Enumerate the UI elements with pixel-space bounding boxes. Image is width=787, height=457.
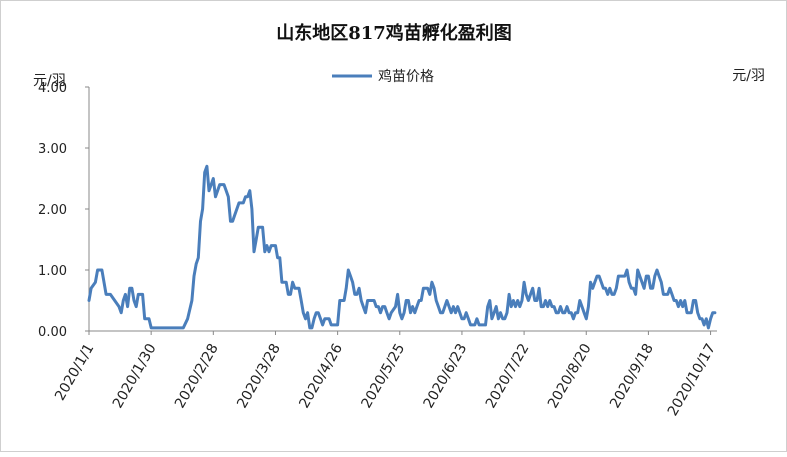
x-tick-label: 2020/10/17 — [665, 341, 719, 419]
y-tick-label: 4.00 — [38, 81, 67, 96]
legend-label: 鸡苗价格 — [378, 68, 434, 85]
y-axis-unit-right: 元/羽 — [732, 68, 765, 84]
y-tick-label: 2.00 — [38, 203, 67, 218]
x-tick-label: 2020/1/1 — [52, 341, 97, 403]
chart-title: 山东地区817鸡苗孵化盈利图 — [276, 22, 512, 44]
x-tick-label: 2020/5/25 — [358, 341, 408, 411]
y-tick-label: 3.00 — [38, 142, 67, 157]
x-tick-label: 2020/3/28 — [234, 341, 284, 411]
x-tick-label: 2020/7/22 — [483, 341, 533, 411]
x-tick-label: 2020/1/30 — [110, 341, 160, 411]
series-line-chick-price — [87, 164, 717, 330]
x-tick-label: 2020/9/18 — [607, 341, 657, 411]
x-tick-label: 2020/8/20 — [545, 341, 595, 411]
y-tick-label: 0.00 — [38, 325, 67, 340]
x-tick-label: 2020/4/26 — [296, 341, 346, 411]
y-axis-unit-left: 元/羽 — [33, 73, 66, 89]
legend: 鸡苗价格 — [332, 68, 434, 85]
y-axis-ticks: 0.00 1.00 2.00 3.00 4.00 — [38, 81, 89, 340]
x-tick-label: 2020/6/23 — [421, 341, 471, 411]
y-tick-label: 1.00 — [38, 264, 67, 279]
x-axis-ticks: 2020/1/1 2020/1/30 2020/2/28 2020/3/28 2020/… — [52, 331, 719, 419]
x-tick-label: 2020/2/28 — [172, 341, 222, 411]
